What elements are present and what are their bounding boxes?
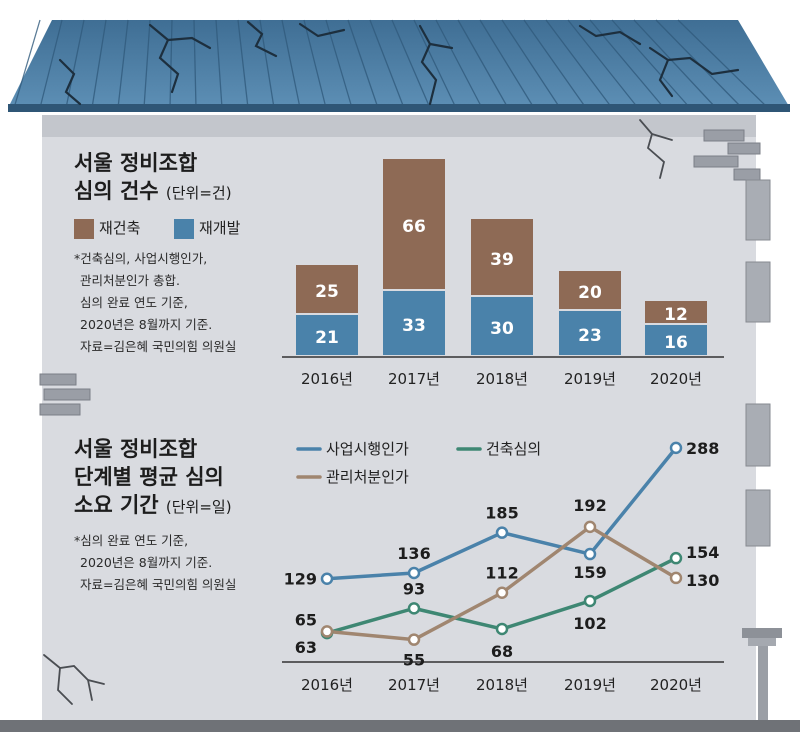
bar-redevelopment-2 (471, 297, 533, 355)
legend-label-reconstruction: 재건축 (99, 219, 141, 237)
bottom-x-tick-label: 2016년 (301, 676, 353, 694)
top-note-line5: 자료=김은혜 국민의힘 의원실 (80, 339, 237, 354)
legend-label-project-approval: 사업시행인가 (326, 440, 409, 458)
line-legend-swatches (296, 447, 482, 479)
bar-reconstruction-4 (645, 301, 707, 323)
point-label-project-approval: 185 (485, 504, 518, 523)
bottom-note-line1: *심의 완료 연도 기준, (74, 533, 189, 548)
top-chart-title-text: 심의 건수 (74, 179, 159, 203)
point-label-project-approval: 159 (573, 563, 606, 582)
point-label-management-approval: 65 (295, 610, 317, 629)
top-note-line2: 관리처분인가 총합. (80, 273, 180, 288)
legend-label-management-approval: 관리처분인가 (326, 468, 409, 486)
point-label-building-review: 154 (686, 543, 719, 562)
bar-redevelopment-4 (645, 325, 707, 355)
bar-reconstruction-0 (296, 265, 358, 313)
bar-redevelopment-0 (296, 315, 358, 355)
stacked-bars: 21 25 2016년 33 66 2017년 30 39 2018년 23 20 2019년 16 12… (296, 159, 707, 388)
top-note-line4: 2020년은 8월까지 기준. (80, 317, 213, 332)
window-shutters (745, 179, 771, 547)
point-label-project-approval: 129 (284, 570, 317, 589)
roof (8, 20, 790, 108)
exposed-bricks (39, 129, 761, 416)
point-label-project-approval: 288 (686, 439, 719, 458)
point-building-review-1 (407, 602, 421, 615)
bar-value-label: 25 (315, 282, 339, 302)
drainpipe (742, 628, 782, 722)
roof-cracks (58, 20, 740, 106)
point-management-approval-1 (407, 633, 421, 646)
top-chart-unit: (단위=건) (165, 184, 232, 202)
top-x-tick-label: 2017년 (388, 370, 440, 388)
point-label-management-approval: 112 (485, 564, 518, 583)
top-x-tick-label: 2020년 (650, 370, 702, 388)
bar-value-label: 20 (578, 283, 602, 303)
point-label-building-review: 68 (491, 642, 513, 661)
legend-label-redevelopment: 재개발 (199, 219, 241, 237)
bottom-x-tick-label: 2018년 (476, 676, 528, 694)
point-management-approval-3 (583, 520, 597, 534)
top-x-tick-label: 2019년 (564, 370, 616, 388)
bar-value-label: 21 (315, 328, 339, 348)
bar-reconstruction-2 (471, 219, 533, 295)
point-management-approval-4 (669, 571, 683, 585)
point-project-approval-3 (583, 547, 597, 561)
point-label-project-approval: 136 (397, 544, 430, 563)
bar-reconstruction-3 (559, 271, 621, 309)
bar-value-label: 30 (490, 319, 514, 339)
legend-swatch-reconstruction (74, 219, 94, 239)
bottom-chart-title-text: 소요 기간 (74, 493, 159, 517)
bottom-note-line3: 자료=김은혜 국민의힘 의원실 (80, 577, 237, 592)
point-management-approval-0 (320, 625, 334, 638)
top-chart-title-line2: 심의 건수 (단위=건) (74, 178, 232, 207)
point-label-building-review: 93 (403, 579, 425, 598)
point-label-management-approval: 130 (686, 571, 719, 590)
bar-value-label: 12 (664, 305, 688, 325)
point-building-review-3 (583, 594, 597, 608)
top-note-line3: 심의 완료 연도 기준, (80, 295, 188, 310)
bar-value-label: 39 (490, 250, 514, 270)
point-project-approval-4 (669, 441, 683, 455)
bar-redevelopment-1 (383, 291, 445, 355)
point-label-building-review: 102 (573, 614, 606, 633)
bottom-chart-unit: (단위=일) (165, 498, 232, 516)
point-building-review-2 (495, 622, 509, 636)
bar-value-label: 66 (402, 217, 426, 237)
roof-edge (8, 104, 790, 112)
bottom-x-tick-label: 2020년 (650, 676, 702, 694)
legend-label-building-review: 건축심의 (486, 440, 542, 458)
point-label-management-approval: 192 (573, 496, 606, 515)
bar-value-label: 16 (664, 333, 688, 353)
line-series: 129 136 185 159 288 63 93 68 102 154 65 55 112 192 130… (284, 439, 720, 694)
point-building-review-4 (669, 551, 683, 565)
bottom-chart-title-line1: 서울 정비조합 (74, 437, 198, 461)
point-label-building-review: 63 (295, 638, 317, 657)
top-note-line1: *건축심의, 사업시행인가, (74, 251, 208, 266)
top-x-tick-label: 2016년 (301, 370, 353, 388)
bottom-note-line2: 2020년은 8월까지 기준. (80, 555, 213, 570)
ground-strip (0, 720, 800, 732)
point-management-approval-2 (495, 586, 509, 599)
point-label-management-approval: 55 (403, 651, 425, 670)
bar-value-label: 23 (578, 326, 602, 346)
point-project-approval-2 (495, 526, 509, 539)
legend-swatch-redevelopment (174, 219, 194, 239)
top-x-tick-label: 2018년 (476, 370, 528, 388)
bottom-chart-title-line3: 소요 기간 (단위=일) (74, 492, 232, 521)
roof-seams (13, 19, 769, 109)
bottom-x-tick-label: 2019년 (564, 676, 616, 694)
top-chart-title-line1: 서울 정비조합 (74, 151, 198, 175)
bar-redevelopment-3 (559, 311, 621, 355)
bar-reconstruction-1 (383, 159, 445, 289)
eave-shadow (42, 115, 756, 137)
bottom-x-tick-label: 2017년 (388, 676, 440, 694)
point-project-approval-0 (320, 572, 334, 585)
point-project-approval-1 (407, 566, 421, 580)
wall-cracks (43, 119, 673, 705)
bottom-chart-title-line2: 단계별 평균 심의 (74, 465, 224, 489)
bar-value-label: 33 (402, 316, 426, 336)
